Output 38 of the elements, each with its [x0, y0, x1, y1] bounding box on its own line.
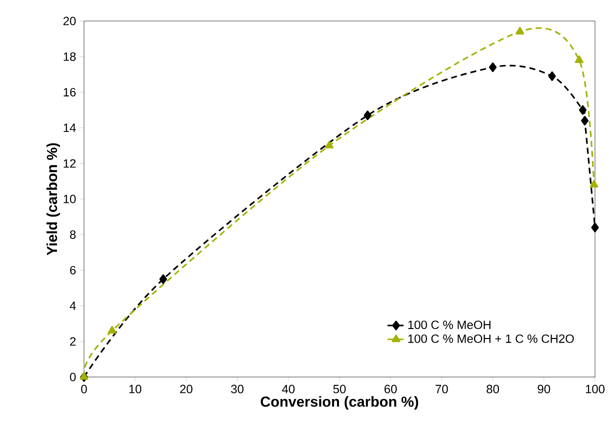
point: [590, 180, 598, 188]
x-tick-label: 0: [81, 384, 87, 394]
x-tick-label: 70: [436, 384, 448, 394]
x-tick-label: 50: [333, 384, 346, 394]
point: [108, 326, 116, 334]
point: [516, 26, 524, 34]
x-tick-label: 60: [384, 384, 397, 394]
point: [548, 71, 556, 81]
y-tick-label: 4: [70, 302, 76, 310]
x-axis-title: Conversion (carbon %): [260, 396, 418, 410]
point: [364, 110, 372, 120]
x-tick-label: 40: [282, 384, 295, 394]
point: [325, 140, 334, 148]
y-tick-label: 14: [64, 124, 76, 132]
x-tick-label: 90: [538, 384, 550, 394]
legend-label: 100 C % MeOH: [408, 320, 490, 330]
x-tick-label: 10: [129, 384, 142, 394]
y-axis-title: Yield (carbon %): [46, 143, 60, 256]
y-tick-label: 8: [70, 230, 76, 239]
y-tick-label: 18: [64, 52, 76, 61]
point: [580, 116, 589, 126]
legend-label: 100 C % MeOH + 1 C % CH2O: [408, 334, 574, 343]
point: [574, 55, 584, 63]
y-tick-label: 6: [70, 266, 76, 274]
point: [578, 105, 587, 115]
x-tick-label: 100: [586, 384, 605, 394]
y-tick-label: 2: [70, 337, 76, 346]
y-tick-label: 16: [64, 88, 76, 96]
y-tick-label: 12: [64, 159, 76, 168]
x-tick-label: 30: [231, 384, 244, 394]
y-tick-label: 10: [64, 194, 76, 204]
x-tick-label: 80: [486, 384, 500, 394]
point: [591, 222, 599, 232]
y-tick-label: 20: [63, 16, 76, 26]
y-tick-label: 0: [70, 372, 76, 382]
point: [159, 274, 168, 284]
point: [489, 62, 497, 72]
x-tick-label: 20: [180, 384, 192, 394]
